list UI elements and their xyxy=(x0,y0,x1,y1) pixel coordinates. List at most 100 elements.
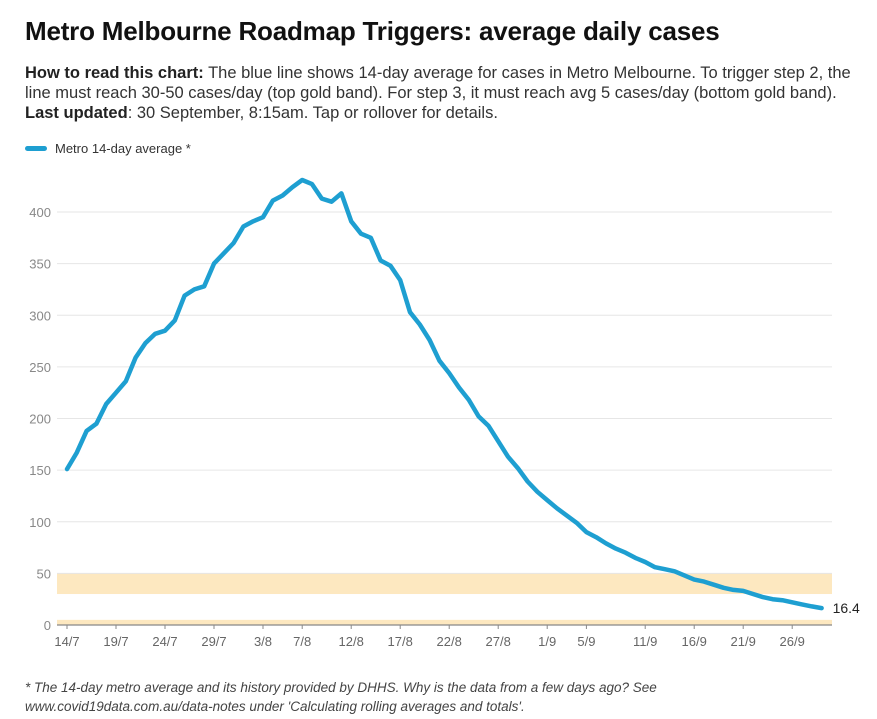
data-point[interactable] xyxy=(396,276,404,284)
footnote: * The 14-day metro average and its histo… xyxy=(25,680,657,714)
x-tick-label-3/8: 3/8 xyxy=(254,634,272,649)
data-point[interactable] xyxy=(210,260,218,268)
data-point[interactable] xyxy=(631,554,639,562)
data-point[interactable] xyxy=(798,600,806,608)
target-band-2 xyxy=(57,619,832,625)
data-point[interactable] xyxy=(347,217,355,225)
x-tick-label-14/7: 14/7 xyxy=(54,634,79,649)
data-point[interactable] xyxy=(729,586,737,594)
data-point[interactable] xyxy=(220,249,228,257)
data-point[interactable] xyxy=(426,336,434,344)
legend-swatch xyxy=(25,146,47,151)
data-point[interactable] xyxy=(484,422,492,430)
data-point[interactable] xyxy=(416,321,424,329)
data-point[interactable] xyxy=(141,339,149,347)
data-point[interactable] xyxy=(151,330,159,338)
chart-title: Metro Melbourne Roadmap Triggers: averag… xyxy=(25,16,720,46)
data-point[interactable] xyxy=(230,239,238,247)
end-value-label: 16.4 xyxy=(833,600,860,616)
data-point[interactable] xyxy=(73,449,81,457)
data-point[interactable] xyxy=(92,420,100,428)
data-point[interactable] xyxy=(494,437,502,445)
data-point[interactable] xyxy=(298,176,306,184)
data-point[interactable] xyxy=(533,488,541,496)
data-point[interactable] xyxy=(122,377,130,385)
data-point[interactable] xyxy=(651,563,659,571)
series-line-metro-14-day-average[interactable] xyxy=(64,177,824,611)
data-point[interactable] xyxy=(778,596,786,604)
data-point[interactable] xyxy=(788,598,796,606)
x-tick-label-29/7: 29/7 xyxy=(201,634,226,649)
data-point[interactable] xyxy=(671,567,679,575)
data-point[interactable] xyxy=(102,400,110,408)
data-point[interactable] xyxy=(318,195,326,203)
x-tick-label-21/9: 21/9 xyxy=(731,634,756,649)
target-band-1 xyxy=(57,573,832,595)
data-point[interactable] xyxy=(543,496,551,504)
x-tick-label-16/9: 16/9 xyxy=(682,634,707,649)
data-point[interactable] xyxy=(710,581,718,589)
data-point[interactable] xyxy=(406,308,414,316)
data-point[interactable] xyxy=(445,369,453,377)
data-point[interactable] xyxy=(582,528,590,536)
data-point[interactable] xyxy=(690,576,698,584)
data-point[interactable] xyxy=(367,234,375,242)
y-tick-label-250: 250 xyxy=(29,360,51,375)
data-point[interactable] xyxy=(171,316,179,324)
data-point[interactable] xyxy=(602,539,610,547)
data-point[interactable] xyxy=(377,257,385,265)
x-tick-label-7/8: 7/8 xyxy=(293,634,311,649)
data-point[interactable] xyxy=(279,191,287,199)
data-point[interactable] xyxy=(504,453,512,461)
data-point[interactable] xyxy=(269,197,277,205)
y-tick-label-350: 350 xyxy=(29,257,51,272)
data-point[interactable] xyxy=(249,217,257,225)
data-point[interactable] xyxy=(641,558,649,566)
data-point[interactable] xyxy=(612,545,620,553)
data-point[interactable] xyxy=(181,292,189,300)
chart-description: How to read this chart: The blue line sh… xyxy=(25,63,865,123)
data-point[interactable] xyxy=(161,327,169,335)
x-tick-label-27/8: 27/8 xyxy=(486,634,511,649)
data-point[interactable] xyxy=(435,357,443,365)
data-point[interactable] xyxy=(288,183,296,191)
data-point[interactable] xyxy=(818,604,826,612)
data-point[interactable] xyxy=(239,222,247,230)
data-point[interactable] xyxy=(328,198,336,206)
data-point[interactable] xyxy=(514,464,522,472)
data-point[interactable] xyxy=(465,396,473,404)
data-point[interactable] xyxy=(83,427,91,435)
data-point[interactable] xyxy=(308,180,316,188)
legend-label: Metro 14-day average * xyxy=(55,141,191,156)
data-point[interactable] xyxy=(769,595,777,603)
data-point[interactable] xyxy=(190,285,198,293)
data-point[interactable] xyxy=(680,571,688,579)
data-point[interactable] xyxy=(700,578,708,586)
data-point[interactable] xyxy=(112,389,120,397)
data-point[interactable] xyxy=(475,412,483,420)
data-point[interactable] xyxy=(386,262,394,270)
data-point[interactable] xyxy=(592,533,600,541)
data-point[interactable] xyxy=(573,519,581,527)
data-point[interactable] xyxy=(661,565,669,573)
data-point[interactable] xyxy=(720,584,728,592)
data-point[interactable] xyxy=(808,602,816,610)
data-point[interactable] xyxy=(132,354,140,362)
data-point[interactable] xyxy=(622,549,630,557)
data-point[interactable] xyxy=(63,465,71,473)
y-tick-label-300: 300 xyxy=(29,308,51,323)
data-point[interactable] xyxy=(357,230,365,238)
x-tick-label-19/7: 19/7 xyxy=(103,634,128,649)
data-point[interactable] xyxy=(524,477,532,485)
data-point[interactable] xyxy=(455,384,463,392)
data-point[interactable] xyxy=(749,590,757,598)
data-point[interactable] xyxy=(337,189,345,197)
legend[interactable]: Metro 14-day average * xyxy=(25,141,191,156)
data-point[interactable] xyxy=(563,512,571,520)
data-point[interactable] xyxy=(739,587,747,595)
data-point[interactable] xyxy=(259,213,267,221)
data-point[interactable] xyxy=(553,504,561,512)
data-point[interactable] xyxy=(200,282,208,290)
data-point[interactable] xyxy=(759,593,767,601)
